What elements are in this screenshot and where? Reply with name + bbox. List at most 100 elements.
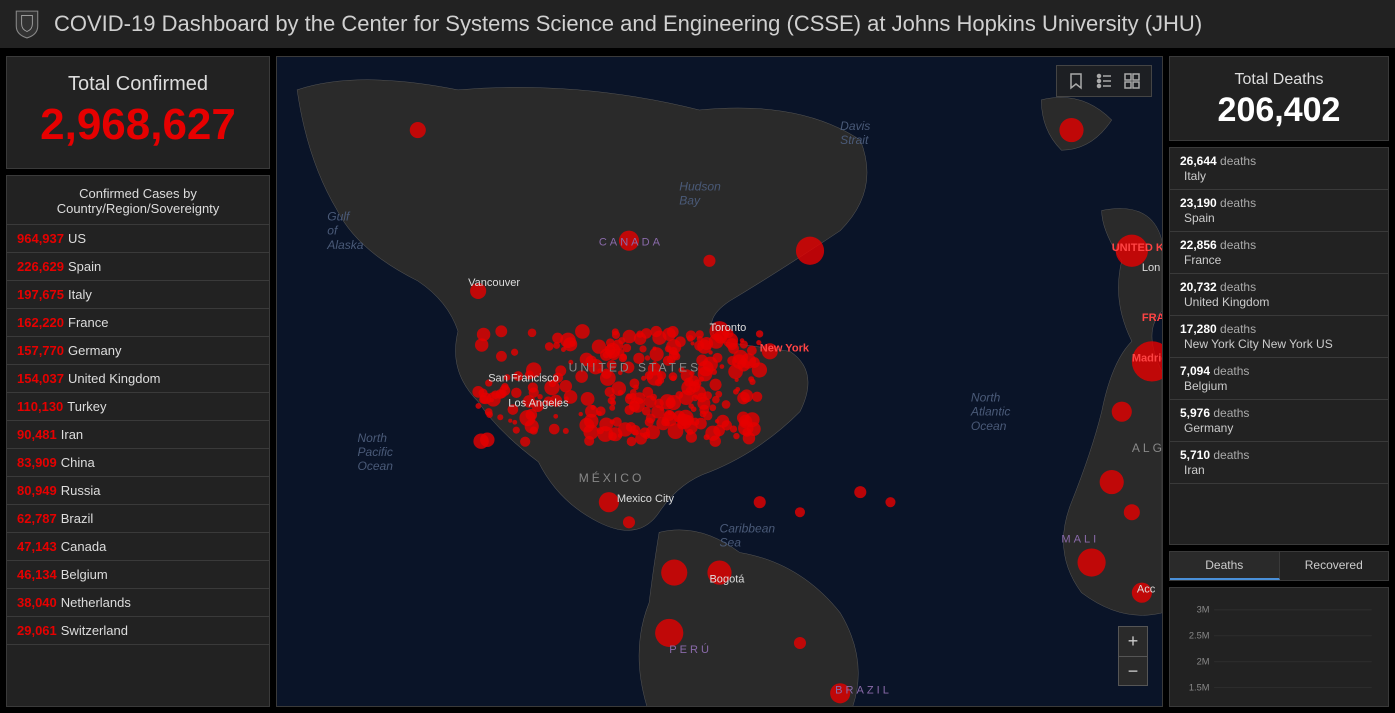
list-item[interactable]: 226,629Spain — [7, 253, 269, 281]
zoom-controls: + − — [1118, 626, 1148, 686]
case-count: 110,130 — [17, 399, 63, 414]
list-item[interactable]: 162,220 France — [7, 309, 269, 337]
case-count: 80,949 — [17, 483, 57, 498]
death-unit: deaths — [1213, 406, 1249, 420]
header: COVID-19 Dashboard by the Center for Sys… — [0, 0, 1395, 50]
case-count: 162,220 — [17, 315, 64, 330]
list-item[interactable]: 197,675 Italy — [7, 281, 269, 309]
death-location: Germany — [1180, 421, 1378, 435]
svg-text:Pacific: Pacific — [357, 445, 392, 459]
list-item[interactable]: 38,040Netherlands — [7, 589, 269, 617]
svg-text:Alaska: Alaska — [326, 238, 363, 252]
case-name: China — [61, 455, 95, 470]
map-panel[interactable]: + − DavisStraitHudsonBayGulfofAlaskaNort… — [276, 56, 1163, 707]
svg-text:1.5M: 1.5M — [1189, 683, 1210, 693]
list-item[interactable]: 5,710 deathsIran — [1170, 442, 1388, 484]
death-location: New York City New York US — [1180, 337, 1378, 351]
case-name: Russia — [61, 483, 101, 498]
total-deaths-value: 206,402 — [1178, 91, 1380, 130]
svg-text:Ocean: Ocean — [357, 459, 393, 473]
list-item[interactable]: 46,134Belgium — [7, 561, 269, 589]
svg-text:Davis: Davis — [840, 119, 870, 133]
case-name: US — [68, 231, 86, 246]
case-name: Netherlands — [61, 595, 131, 610]
right-panel: Total Deaths 206,402 26,644 deathsItaly2… — [1169, 56, 1389, 707]
svg-text:FRA: FRA — [1142, 312, 1162, 324]
svg-text:UNITED STATES: UNITED STATES — [569, 360, 701, 374]
list-item[interactable]: 110,130Turkey — [7, 393, 269, 421]
list-item[interactable]: 20,732 deathsUnited Kingdom — [1170, 274, 1388, 316]
death-count: 23,190 — [1180, 196, 1217, 210]
svg-text:MALI: MALI — [1061, 533, 1099, 545]
confirmed-list[interactable]: 964,937US226,629Spain 197,675 Italy 162,220… — [7, 225, 269, 706]
zoom-out-button[interactable]: − — [1118, 656, 1148, 686]
case-count: 197,675 — [17, 287, 64, 302]
svg-text:Bay: Bay — [679, 194, 701, 208]
tab-recovered[interactable]: Recovered — [1280, 552, 1389, 580]
death-count: 20,732 — [1180, 280, 1217, 294]
death-location: Iran — [1180, 463, 1378, 477]
jhu-shield-icon — [14, 9, 40, 39]
svg-text:Gulf: Gulf — [327, 210, 351, 224]
svg-text:Vancouver: Vancouver — [468, 277, 520, 289]
svg-text:Acc: Acc — [1137, 584, 1156, 596]
list-item[interactable]: 154,037United Kingdom — [7, 365, 269, 393]
list-item[interactable]: 47,143Canada — [7, 533, 269, 561]
svg-text:CANADA: CANADA — [599, 237, 663, 249]
bookmark-icon[interactable] — [1067, 72, 1085, 90]
basemap-icon[interactable] — [1123, 72, 1141, 90]
svg-text:Sea: Sea — [720, 535, 742, 549]
deaths-list[interactable]: 26,644 deathsItaly23,190 deathsSpain22,8… — [1169, 147, 1389, 545]
list-item[interactable]: 26,644 deathsItaly — [1170, 148, 1388, 190]
case-name: France — [68, 315, 108, 330]
svg-text:Mexico City: Mexico City — [617, 493, 675, 505]
list-item[interactable]: 157,770Germany — [7, 337, 269, 365]
svg-text:BRAZIL: BRAZIL — [835, 684, 892, 696]
list-item[interactable]: 7,094 deathsBelgium — [1170, 358, 1388, 400]
total-deaths-card: Total Deaths 206,402 — [1169, 56, 1389, 141]
case-count: 83,909 — [17, 455, 57, 470]
death-location: France — [1180, 253, 1378, 267]
death-count: 5,976 — [1180, 406, 1210, 420]
svg-text:North: North — [357, 431, 387, 445]
list-item[interactable]: 29,061 Switzerland — [7, 617, 269, 645]
case-name: Italy — [68, 287, 92, 302]
zoom-in-button[interactable]: + — [1118, 626, 1148, 656]
list-item[interactable]: 90,481Iran — [7, 421, 269, 449]
legend-icon[interactable] — [1095, 72, 1113, 90]
svg-text:Atlantic: Atlantic — [970, 405, 1011, 419]
svg-text:Hudson: Hudson — [679, 179, 721, 193]
list-item[interactable]: 80,949 Russia — [7, 477, 269, 505]
svg-text:ALGE: ALGE — [1132, 441, 1162, 455]
svg-text:Ocean: Ocean — [971, 419, 1007, 433]
world-map[interactable]: DavisStraitHudsonBayGulfofAlaskaNorthPac… — [277, 57, 1162, 706]
total-confirmed-value: 2,968,627 — [17, 100, 259, 150]
svg-text:Caribbean: Caribbean — [720, 521, 776, 535]
list-item[interactable]: 5,976 deathsGermany — [1170, 400, 1388, 442]
list-item[interactable]: 83,909 China — [7, 449, 269, 477]
case-name: Switzerland — [61, 623, 128, 638]
death-location: United Kingdom — [1180, 295, 1378, 309]
total-confirmed-card: Total Confirmed 2,968,627 — [6, 56, 270, 169]
svg-text:Toronto: Toronto — [709, 322, 746, 334]
list-item[interactable]: 22,856 deathsFrance — [1170, 232, 1388, 274]
list-item[interactable]: 964,937US — [7, 225, 269, 253]
tab-deaths[interactable]: Deaths — [1170, 552, 1280, 580]
list-item[interactable]: 62,787Brazil — [7, 505, 269, 533]
svg-text:Madrid: Madrid — [1132, 352, 1162, 364]
list-item[interactable]: 17,280 deathsNew York City New York US — [1170, 316, 1388, 358]
death-count: 22,856 — [1180, 238, 1217, 252]
death-unit: deaths — [1220, 238, 1256, 252]
case-count: 29,061 — [17, 623, 57, 638]
case-name: Spain — [68, 259, 101, 274]
death-unit: deaths — [1220, 280, 1256, 294]
svg-text:San Francisco: San Francisco — [488, 373, 559, 385]
page-title: COVID-19 Dashboard by the Center for Sys… — [54, 11, 1202, 37]
death-count: 5,710 — [1180, 448, 1210, 462]
list-item[interactable]: 23,190 deathsSpain — [1170, 190, 1388, 232]
svg-text:2M: 2M — [1197, 657, 1210, 667]
confirmed-list-header: Confirmed Cases by Country/Region/Sovere… — [7, 176, 269, 225]
svg-text:2.5M: 2.5M — [1189, 631, 1210, 641]
confirmed-cases-panel: Confirmed Cases by Country/Region/Sovere… — [6, 175, 270, 707]
svg-text:North: North — [971, 391, 1001, 405]
